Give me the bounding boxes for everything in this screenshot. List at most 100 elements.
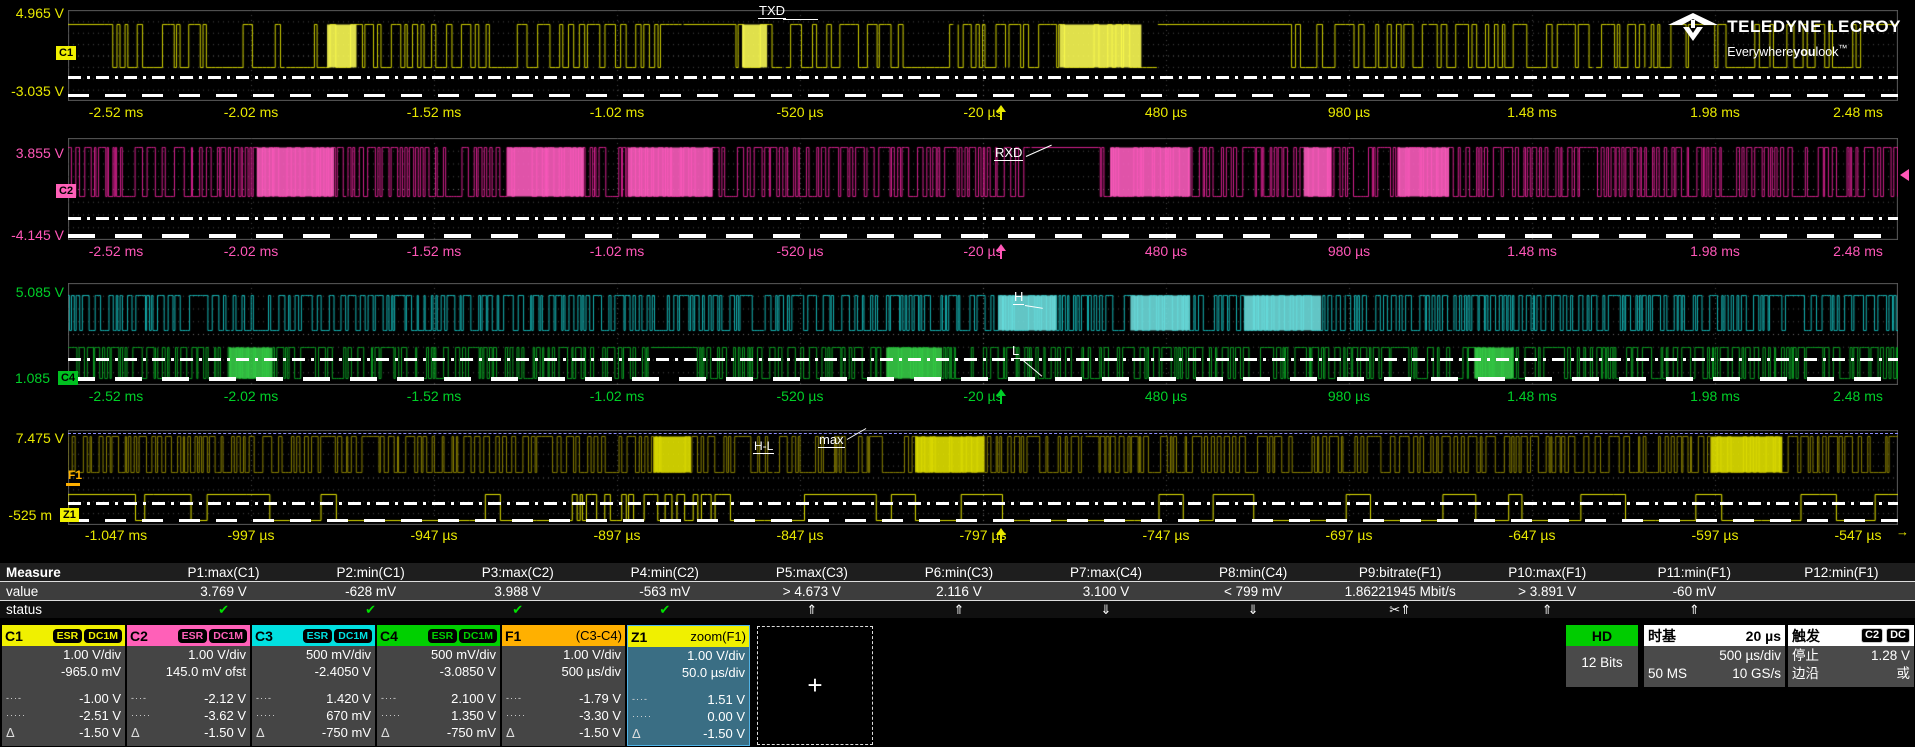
axis-tick-label: 480 µs [1144, 104, 1188, 120]
waveform-grid-c3-c4[interactable] [68, 283, 1898, 385]
trigger-level-marker[interactable] [1900, 169, 1909, 181]
axis-tick-label: -747 µs [1142, 527, 1190, 543]
f1-tdiv: 500 µs/div [561, 664, 621, 679]
cursor-line-dashdot-grid2[interactable] [68, 217, 1898, 220]
trigger-mode: 停止 [1792, 648, 1819, 663]
measure-col-8-status: ⇓ [1247, 601, 1259, 617]
c2-trace-badge[interactable]: C2 [56, 184, 77, 198]
measure-col-8-label[interactable]: P8:min(C4) [1218, 564, 1288, 580]
measure-col-11-label[interactable]: P11:min(F1) [1657, 564, 1731, 580]
measure-row-label: Measure [6, 564, 61, 580]
annotation-l: L [1011, 343, 1021, 359]
trigger-box[interactable]: 触发 C2 DC 停止 1.28 V 边沿 或 [1788, 625, 1914, 687]
axis-tick-label: -947 µs [410, 527, 458, 543]
axis-tick-label: 980 µs [1327, 104, 1371, 120]
annotation-h: H [1013, 289, 1025, 305]
axis-tick-label: -20 µs [963, 243, 1003, 259]
axis-tick-label: -597 µs [1691, 527, 1739, 543]
axis-tick-label: -520 µs [776, 104, 824, 120]
waveform-grid-c1[interactable] [68, 10, 1898, 101]
cursor-line-dash-grid4[interactable] [68, 519, 1898, 522]
axis-tick-label: 1.48 ms [1507, 104, 1557, 120]
measure-col-2-status: ✔ [365, 601, 377, 617]
cursor-line-dash-grid1[interactable] [68, 94, 1898, 97]
measure-col-1-label[interactable]: P1:max(C1) [187, 564, 260, 580]
value-row-label: value [6, 583, 39, 599]
grid3-bottom-volt-label: 1.085 [14, 370, 50, 386]
axis-tick-label: -1.02 ms [589, 104, 645, 120]
annotation-max: max [818, 432, 845, 448]
channel-descriptor-c1[interactable]: C1 ESR DC1M 1.00 V/div -965.0 mV -··- -1.… [2, 625, 125, 746]
c4-label: C4 [380, 627, 398, 644]
axis-tick-label: 980 µs [1327, 388, 1371, 404]
measure-col-10-label[interactable]: P10:max(F1) [1508, 564, 1587, 580]
add-trace-button[interactable]: + [757, 626, 873, 745]
math-descriptor-f1[interactable]: F1 (C3-C4) 1.00 V/div 500 µs/div -··- -1.… [502, 625, 625, 746]
c2-esr-badge: ESR [177, 628, 208, 643]
waveform-grid-f1-z1[interactable] [68, 430, 1898, 525]
measure-col-12-label[interactable]: P12:min(F1) [1804, 564, 1879, 580]
timebase-box[interactable]: 时基 20 µs 500 µs/div 50 MS 10 GS/s [1644, 625, 1785, 687]
c2-cursor2-value: -3.62 V [204, 708, 246, 723]
trigger-logic: 或 [1896, 666, 1911, 681]
cursor-line-dash-grid2[interactable] [68, 234, 1898, 238]
measure-col-9-label[interactable]: P9:bitrate(F1) [1358, 564, 1442, 580]
axis-tick-label: -1.047 ms [84, 527, 148, 543]
axis-tick-label: 1.98 ms [1690, 243, 1740, 259]
zoom-descriptor-z1[interactable]: Z1 zoom(F1) 1.00 V/div 50.0 µs/div -··- 1… [627, 625, 750, 746]
teledyne-lecroy-logo: TELEDYNE LECROY Everywhereyoulook™ [1667, 12, 1901, 59]
cursor-line-dashdot-grid1[interactable] [68, 76, 1898, 79]
axis-tick-label: -520 µs [776, 243, 824, 259]
measure-col-4-value: -563 mV [639, 583, 691, 599]
measure-col-2-label[interactable]: P2:min(C1) [336, 564, 405, 580]
axis-tick-label: -647 µs [1508, 527, 1556, 543]
channel-descriptor-c4[interactable]: C4 ESR DC1M 500 mV/div -3.0850 V -··- 2.1… [377, 625, 500, 746]
c4-vdiv: 500 mV/div [430, 647, 496, 662]
cursor-line-dash-grid3[interactable] [68, 377, 1898, 381]
grid1-bottom-volt-label: -3.035 V [11, 83, 64, 99]
grid2-top-volt-label: 3.855 V [15, 145, 64, 161]
measure-col-1-status: ✔ [218, 601, 229, 617]
measure-col-7-label[interactable]: P7:max(C4) [1070, 564, 1143, 580]
measure-col-5-label[interactable]: P5:max(C3) [775, 564, 848, 580]
axis-tick-label: 1.48 ms [1507, 388, 1557, 404]
timebase-title: 时基 [1648, 627, 1676, 644]
c4-cursor2-value: 1.350 V [451, 708, 496, 723]
trigger-coupling-badge: DC [1886, 628, 1910, 643]
hd-mode-box[interactable]: HD 12 Bits [1566, 625, 1638, 687]
c4-trace-badge[interactable]: C4 [58, 371, 79, 385]
hd-title: HD [1566, 625, 1638, 646]
waveform-grid-c2[interactable] [68, 138, 1898, 240]
axis-tick-label: 2.48 ms [1833, 388, 1883, 404]
cursor-line-dashdot-grid3[interactable] [68, 358, 1898, 361]
channel-descriptor-c2[interactable]: C2 ESR DC1M 1.00 V/div 145.0 mV ofst -··… [127, 625, 250, 746]
c2-offset: 145.0 mV ofst [165, 664, 246, 679]
measure-col-6-label[interactable]: P6:min(C3) [924, 564, 994, 580]
c3-delta-value: -750 mV [321, 725, 371, 740]
annotation-txd-leader [783, 19, 818, 20]
c3-offset: -2.4050 V [314, 664, 371, 679]
c1-label: C1 [5, 627, 23, 644]
measure-col-4-label[interactable]: P4:min(C2) [630, 564, 699, 580]
f1-trace-label[interactable]: F1 [68, 468, 83, 482]
zoom-region-line[interactable] [68, 433, 1898, 434]
z1-label: Z1 [631, 628, 648, 645]
axis-tick-label: -2.52 ms [88, 104, 144, 120]
c1-vdiv: 1.00 V/div [63, 647, 121, 662]
measure-col-10-value: > 3.891 V [1518, 583, 1577, 599]
measure-col-4-status: ✔ [659, 601, 671, 617]
cursor-line-dashdot-grid4[interactable] [68, 502, 1898, 505]
axis-tick-label: -997 µs [227, 527, 275, 543]
measure-col-8-value: < 799 mV [1224, 583, 1283, 599]
channel-descriptor-c3[interactable]: C3 ESR DC1M 500 mV/div -2.4050 V -··- 1.4… [252, 625, 375, 746]
c3-vdiv: 500 mV/div [305, 647, 371, 662]
axis-tick-label: 1.98 ms [1690, 388, 1740, 404]
axis-tick-label: 2.48 ms [1833, 104, 1883, 120]
measure-col-3-label[interactable]: P3:max(C2) [481, 564, 554, 580]
z1-cursor2-value: 0.00 V [707, 709, 745, 724]
c3-coupling-badge: DC1M [334, 628, 372, 643]
z1-trace-badge[interactable]: Z1 [60, 508, 79, 522]
axis-tick-label: -2.02 ms [223, 243, 279, 259]
measure-col-9-status: ✂⇑ [1389, 601, 1412, 617]
c1-trace-badge[interactable]: C1 [56, 46, 77, 60]
